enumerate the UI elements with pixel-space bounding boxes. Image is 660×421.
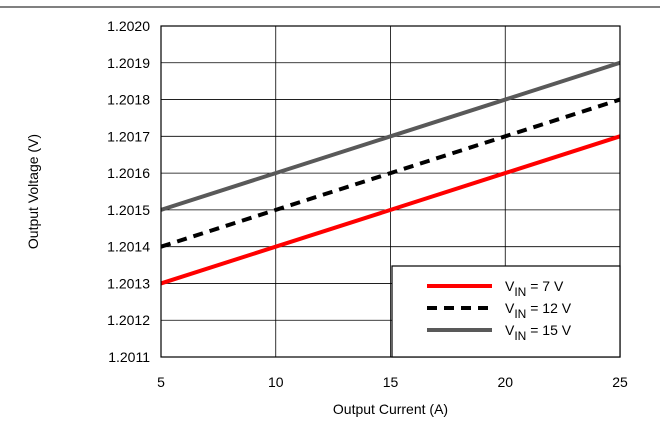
y-tick-label: 1.2014: [107, 239, 150, 255]
series-line-3: [160, 60, 621, 212]
legend-label-2: VIN = 12 V: [505, 300, 572, 321]
legend-box: [391, 265, 621, 358]
y-tick-label: 1.2018: [107, 92, 150, 108]
series-layer: [160, 60, 621, 286]
y-tick-label: 1.2019: [107, 55, 150, 71]
x-tick-label: 15: [383, 374, 399, 390]
y-tick-label: 1.2020: [107, 18, 150, 34]
y-tick-label: 1.2015: [107, 202, 150, 218]
y-tick-labels: 1.2011 1.2012 1.2013 1.2014 1.2015 1.2016 1.20…: [107, 18, 150, 365]
x-tick-label: 25: [612, 374, 628, 390]
y-tick-label: 1.2013: [107, 275, 150, 291]
x-axis-label: Output Current (A): [333, 401, 448, 417]
legend-label-1: VIN = 7 V: [505, 278, 564, 299]
x-tick-label: 10: [268, 374, 284, 390]
y-axis-label: Output Voltage (V): [25, 134, 41, 249]
legend-label-3: VIN = 15 V: [505, 322, 572, 343]
series-line-2: [160, 97, 621, 249]
y-tick-label: 1.2012: [107, 312, 150, 328]
x-tick-labels: 5 10 15 20 25: [157, 374, 628, 390]
y-tick-label: 1.2017: [107, 128, 150, 144]
x-tick-label: 20: [497, 374, 513, 390]
y-tick-label: 1.2016: [107, 165, 150, 181]
x-tick-label: 5: [157, 374, 165, 390]
plot-frame: [160, 25, 621, 358]
series-line-1: [160, 134, 621, 286]
y-tick-label: 1.2011: [108, 349, 150, 365]
